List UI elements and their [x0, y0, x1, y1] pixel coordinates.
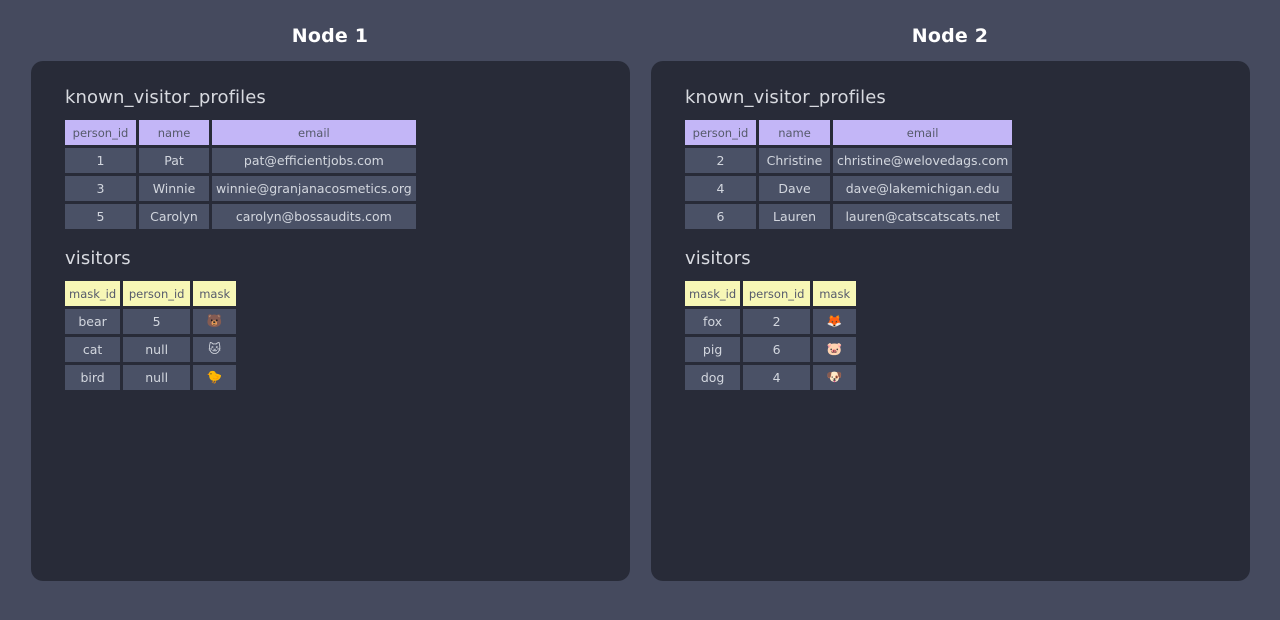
table-title-known-visitor-profiles: known_visitor_profiles [65, 87, 266, 108]
node-panel-2: Node 2 known_visitor_profiles person_id … [640, 0, 1260, 581]
cell-person-id: 2 [743, 309, 811, 334]
table-block-visitors-node1: visitors mask_id person_id mask [65, 248, 630, 393]
table-row: 3 Winnie winnie@granjanacosmetics.org [65, 176, 416, 201]
table-block-visitors-node2: visitors mask_id person_id mask [685, 248, 1250, 393]
column-header-mask[interactable]: mask [193, 281, 237, 306]
node-2-title: Node 2 [911, 25, 989, 47]
table-row: 5 Carolyn carolyn@bossaudits.com [65, 204, 416, 229]
table-header-row: mask_id person_id mask [685, 281, 857, 306]
cell-mask-id: cat [65, 337, 121, 362]
table-title-visitors: visitors [65, 248, 131, 269]
table-row: bear 5 🐻 [65, 309, 237, 334]
cell-mask-emoji-pig: 🐷 [813, 337, 857, 362]
cell-person-id: 3 [65, 176, 136, 201]
cell-email: pat@efficientjobs.com [212, 148, 416, 173]
column-header-email[interactable]: email [212, 120, 416, 145]
cell-person-id: null [123, 337, 191, 362]
cell-email: lauren@catscatscats.net [833, 204, 1013, 229]
cell-email: carolyn@bossaudits.com [212, 204, 416, 229]
cell-person-id: 6 [685, 204, 756, 229]
cell-mask-id: dog [685, 365, 741, 390]
column-header-person-id[interactable]: person_id [685, 120, 756, 145]
table-block-known-visitor-profiles-node1: known_visitor_profiles person_id name em… [65, 87, 630, 232]
table-known-visitor-profiles-node1: person_id name email 1 Pat pat@efficient… [62, 117, 419, 232]
table-title-visitors: visitors [685, 248, 751, 269]
column-header-name[interactable]: name [139, 120, 209, 145]
column-header-email[interactable]: email [833, 120, 1013, 145]
cell-email: winnie@granjanacosmetics.org [212, 176, 416, 201]
cell-person-id: 2 [685, 148, 756, 173]
cell-mask-emoji-cat: 🐱 [193, 337, 237, 362]
cell-person-id: 6 [743, 337, 811, 362]
cell-name: Pat [139, 148, 209, 173]
table-row: pig 6 🐷 [685, 337, 857, 362]
table-title-known-visitor-profiles: known_visitor_profiles [685, 87, 886, 108]
table-known-visitor-profiles-node2: person_id name email 2 Christine christi… [682, 117, 1015, 232]
cell-mask-id: bear [65, 309, 121, 334]
table-block-known-visitor-profiles-node2: known_visitor_profiles person_id name em… [685, 87, 1250, 232]
node-1-panel-body: known_visitor_profiles person_id name em… [31, 61, 630, 581]
table-row: dog 4 🐶 [685, 365, 857, 390]
column-header-mask[interactable]: mask [813, 281, 857, 306]
cell-mask-emoji-dog: 🐶 [813, 365, 857, 390]
table-row: bird null 🐤 [65, 365, 237, 390]
column-header-mask-id[interactable]: mask_id [65, 281, 121, 306]
column-header-mask-id[interactable]: mask_id [685, 281, 741, 306]
node-1-title: Node 1 [291, 25, 369, 47]
column-header-name[interactable]: name [759, 120, 830, 145]
table-visitors-node2: mask_id person_id mask fox 2 🦊 pig [682, 278, 859, 393]
column-header-person-id[interactable]: person_id [123, 281, 191, 306]
table-row: cat null 🐱 [65, 337, 237, 362]
table-visitors-node1: mask_id person_id mask bear 5 🐻 cat [62, 278, 239, 393]
cell-mask-emoji-bird: 🐤 [193, 365, 237, 390]
column-header-person-id[interactable]: person_id [65, 120, 136, 145]
cell-mask-emoji-fox: 🦊 [813, 309, 857, 334]
cell-mask-id: bird [65, 365, 121, 390]
column-header-person-id[interactable]: person_id [743, 281, 811, 306]
cell-name: Lauren [759, 204, 830, 229]
node-2-panel-body: known_visitor_profiles person_id name em… [651, 61, 1250, 581]
cell-mask-id: fox [685, 309, 741, 334]
cell-person-id: 5 [65, 204, 136, 229]
table-row: 6 Lauren lauren@catscatscats.net [685, 204, 1013, 229]
table-row: 2 Christine christine@welovedags.com [685, 148, 1013, 173]
cell-person-id: 5 [123, 309, 191, 334]
table-row: 1 Pat pat@efficientjobs.com [65, 148, 416, 173]
cell-email: christine@welovedags.com [833, 148, 1013, 173]
cell-person-id: null [123, 365, 191, 390]
cell-name: Carolyn [139, 204, 209, 229]
cell-person-id: 4 [685, 176, 756, 201]
table-header-row: person_id name email [685, 120, 1013, 145]
cell-name: Winnie [139, 176, 209, 201]
cell-name: Christine [759, 148, 830, 173]
table-header-row: person_id name email [65, 120, 416, 145]
cell-mask-id: pig [685, 337, 741, 362]
table-row: fox 2 🦊 [685, 309, 857, 334]
cell-person-id: 1 [65, 148, 136, 173]
cell-person-id: 4 [743, 365, 811, 390]
cell-mask-emoji-bear: 🐻 [193, 309, 237, 334]
node-panel-1: Node 1 known_visitor_profiles person_id … [20, 0, 640, 581]
cell-email: dave@lakemichigan.edu [833, 176, 1013, 201]
cell-name: Dave [759, 176, 830, 201]
table-header-row: mask_id person_id mask [65, 281, 237, 306]
table-row: 4 Dave dave@lakemichigan.edu [685, 176, 1013, 201]
